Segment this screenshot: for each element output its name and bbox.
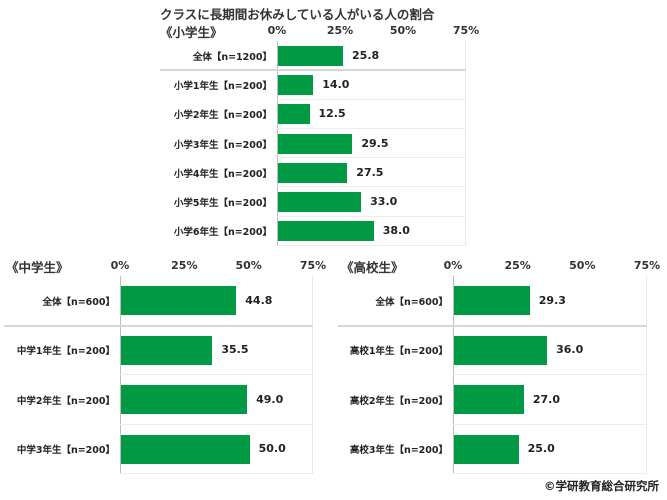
category-label: 全体【n=1200】 <box>192 51 272 63</box>
bar-row: 25.0 <box>453 425 646 474</box>
value-label: 33.0 <box>370 195 398 209</box>
bar <box>454 286 530 316</box>
section-title-high-school: 《高校生》 <box>341 260 404 275</box>
total-separator-line <box>338 324 647 327</box>
plot-area-elementary: 25.8 14.0 12.5 29.5 27.5 33.0 38.0 <box>277 41 466 247</box>
bar-row: 36.0 <box>453 326 646 375</box>
bar-row: 44.8 <box>120 276 312 326</box>
value-label: 25.8 <box>352 48 380 62</box>
bar-row: 49.0 <box>120 375 312 425</box>
value-label: 50.0 <box>258 442 286 456</box>
bar <box>121 385 248 415</box>
x-tick-label: 25% <box>171 259 198 272</box>
bar-row: 38.0 <box>277 217 465 247</box>
chart-title: クラスに長期間お休みしている人がいる人の割合 <box>160 7 435 22</box>
category-label: 高校1年生【n=200】 <box>349 346 448 358</box>
x-tick-label: 50% <box>569 259 596 272</box>
x-tick-label: 25% <box>504 259 531 272</box>
x-tick-label: 75% <box>299 259 327 272</box>
total-separator-line <box>4 324 313 327</box>
category-label: 高校3年生【n=200】 <box>349 445 448 457</box>
bar <box>278 74 314 95</box>
x-tick-label: 75% <box>633 259 661 272</box>
y-axis-line <box>120 276 121 474</box>
value-label: 49.0 <box>256 392 284 406</box>
bar-row: 14.0 <box>277 70 465 100</box>
value-label: 12.5 <box>318 107 346 121</box>
category-label: 小学4年生【n=200】 <box>173 168 272 180</box>
category-label: 中学2年生【n=200】 <box>16 395 115 407</box>
bar <box>454 385 524 415</box>
bar-row: 27.5 <box>277 158 465 188</box>
bar-row: 35.5 <box>120 326 312 375</box>
bar <box>121 434 250 464</box>
bar-row: 25.8 <box>277 41 465 71</box>
value-label: 27.0 <box>532 392 560 406</box>
category-label: 全体【n=600】 <box>42 296 115 308</box>
x-tick-label: 50% <box>235 259 262 272</box>
plot-area-junior-high: 44.8 35.5 49.0 50.0 <box>120 276 313 474</box>
value-label: 38.0 <box>382 224 410 238</box>
bar-row: 29.3 <box>453 276 646 326</box>
x-tick-label: 50% <box>389 24 417 37</box>
bar-row: 29.5 <box>277 129 465 159</box>
value-label: 27.5 <box>356 165 384 179</box>
category-label: 小学3年生【n=200】 <box>173 139 272 151</box>
section-title-elementary: 《小学生》 <box>160 25 223 40</box>
total-separator-line <box>160 69 466 72</box>
bar <box>121 286 237 316</box>
bar <box>278 45 344 66</box>
value-label: 35.5 <box>221 343 249 357</box>
category-label: 小学6年生【n=200】 <box>173 227 272 239</box>
value-label: 36.0 <box>556 343 584 357</box>
category-label: 中学3年生【n=200】 <box>16 445 115 457</box>
bar-row: 27.0 <box>453 375 646 425</box>
x-tick-label: 0% <box>110 259 130 272</box>
bar-row: 12.5 <box>277 100 465 129</box>
bar <box>278 221 374 242</box>
category-label: 中学1年生【n=200】 <box>16 346 115 358</box>
y-axis-line <box>277 41 278 247</box>
category-label: 全体【n=600】 <box>375 296 448 308</box>
bar <box>454 434 519 464</box>
bar-row: 50.0 <box>120 425 312 474</box>
x-tick-label: 75% <box>452 24 480 37</box>
category-label: 小学2年生【n=200】 <box>173 110 272 122</box>
category-label: 高校2年生【n=200】 <box>349 395 448 407</box>
bar <box>278 104 310 125</box>
value-label: 29.5 <box>361 136 389 150</box>
x-tick-label: 25% <box>326 24 354 37</box>
bar <box>278 133 353 154</box>
x-tick-label: 0% <box>443 259 463 272</box>
category-label: 小学1年生【n=200】 <box>173 80 272 92</box>
section-title-junior-high: 《中学生》 <box>6 260 69 275</box>
y-axis-line <box>453 276 454 474</box>
value-label: 14.0 <box>322 77 350 91</box>
value-label: 29.3 <box>538 293 566 307</box>
x-tick-label: 0% <box>267 24 287 37</box>
plot-area-high-school: 29.3 36.0 27.0 25.0 <box>453 276 647 474</box>
bar <box>121 335 213 365</box>
copyright-text: ©学研教育総合研究所 <box>544 479 659 493</box>
bar-row: 33.0 <box>277 188 465 217</box>
value-label: 25.0 <box>527 442 555 456</box>
bar <box>278 192 362 213</box>
bar <box>454 335 548 365</box>
value-label: 44.8 <box>245 293 273 307</box>
bar <box>278 162 348 183</box>
category-label: 小学5年生【n=200】 <box>173 198 272 210</box>
